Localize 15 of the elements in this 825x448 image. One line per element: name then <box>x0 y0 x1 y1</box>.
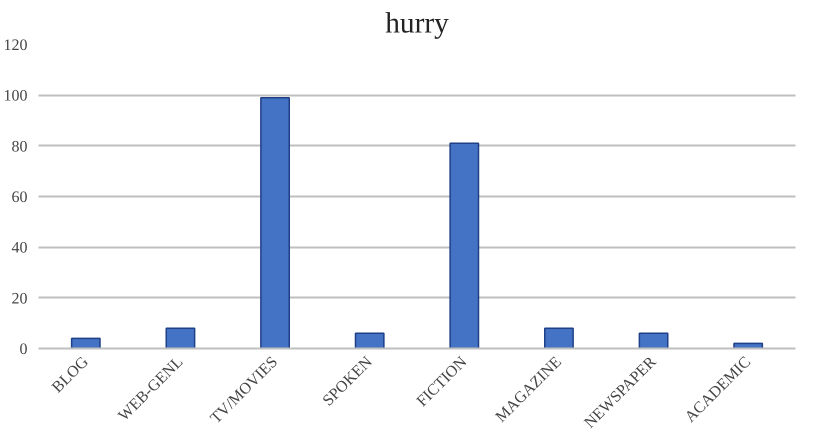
bar <box>544 327 574 348</box>
y-tick-label: 40 <box>12 240 28 257</box>
bar <box>354 332 385 348</box>
chart-title: hurry <box>385 8 450 40</box>
y-tick-label: 20 <box>12 290 28 308</box>
y-tick-label: 60 <box>12 189 28 206</box>
bar <box>260 96 290 348</box>
bar <box>165 327 196 348</box>
bar <box>449 142 480 348</box>
y-tick-label: 100 <box>4 88 28 105</box>
y-tick-label: 120 <box>4 37 28 54</box>
bar <box>638 332 669 348</box>
y-tick-label: 0 <box>20 341 28 358</box>
y-tick-label: 80 <box>12 138 28 156</box>
bar <box>70 338 101 348</box>
